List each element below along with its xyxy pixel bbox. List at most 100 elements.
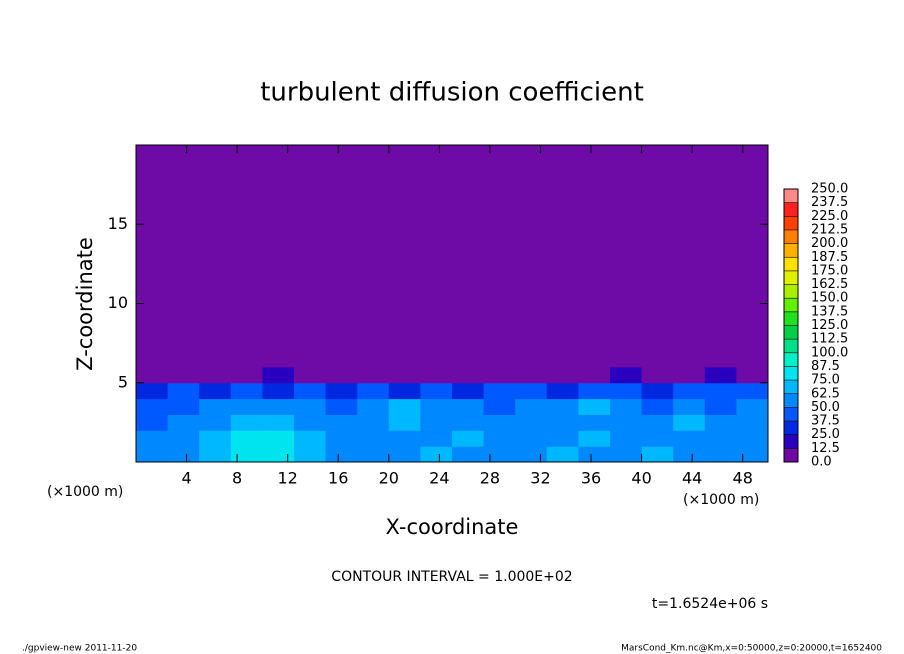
heat-cell: [515, 414, 548, 431]
heat-cell: [515, 145, 548, 368]
heat-cell: [673, 382, 706, 400]
heat-cell: [262, 446, 295, 463]
heat-cell: [546, 414, 579, 431]
heat-cell: [325, 414, 358, 431]
heat-cell: [641, 382, 674, 400]
x-tick-label: 44: [682, 469, 702, 488]
heat-cell: [294, 414, 327, 431]
y-axis-label: Z-coordinate: [73, 237, 97, 371]
x-tick-label: 12: [278, 469, 298, 488]
colorbar-swatch: [784, 325, 798, 340]
heat-cell: [262, 430, 295, 447]
heat-cell: [325, 398, 358, 415]
heat-cell: [294, 398, 327, 415]
heat-cell: [578, 430, 611, 447]
heat-cell: [704, 145, 737, 368]
heat-cell: [325, 366, 358, 384]
heat-cell: [483, 366, 516, 384]
colorbar-swatch: [784, 284, 798, 299]
heat-cell: [452, 446, 485, 463]
heat-cell: [736, 382, 769, 400]
heat-cell: [610, 446, 643, 463]
heat-cell: [673, 398, 706, 415]
heat-cell: [357, 414, 390, 431]
heat-cell: [357, 398, 390, 415]
heat-cell: [546, 366, 579, 384]
colorbar-label: 137.5: [811, 304, 848, 319]
heat-cell: [388, 398, 421, 415]
heat-cell: [420, 366, 453, 384]
colorbar-swatch: [784, 380, 798, 394]
heat-cell: [388, 446, 421, 463]
heat-cell: [610, 366, 643, 384]
heat-cell: [167, 382, 200, 400]
heat-cell: [136, 366, 169, 384]
heat-cell: [483, 382, 516, 400]
x-tick-label: 16: [328, 469, 348, 488]
heat-cell: [357, 382, 390, 400]
heat-cell: [515, 398, 548, 415]
heat-cell: [167, 446, 200, 463]
heat-cell: [388, 366, 421, 384]
heat-cell: [673, 366, 706, 384]
heat-cell: [546, 145, 579, 368]
heat-cell: [167, 430, 200, 447]
chart-title: turbulent diffusion coefficient: [260, 78, 644, 108]
heat-cell: [483, 446, 516, 463]
colorbar-label: 237.5: [811, 195, 848, 210]
heat-cell: [546, 446, 579, 463]
heat-cell: [610, 430, 643, 447]
heat-cell: [199, 366, 232, 384]
heat-cell: [704, 430, 737, 447]
heat-cell: [515, 430, 548, 447]
heat-cell: [357, 446, 390, 463]
heat-cell: [420, 398, 453, 415]
heat-cell: [136, 145, 169, 368]
x-tick-label: 8: [232, 469, 242, 488]
x-tick-label: 32: [530, 469, 550, 488]
heat-cell: [230, 398, 263, 415]
heat-cell: [515, 366, 548, 384]
heat-cell: [136, 430, 169, 447]
heat-cell: [736, 366, 769, 384]
heat-cell: [420, 414, 453, 431]
colorbar-label: 225.0: [811, 209, 848, 224]
colorbar-swatch: [784, 243, 798, 258]
heat-cell: [230, 382, 263, 400]
x-tick-label: 20: [379, 469, 399, 488]
colorbar-label: 87.5: [811, 359, 840, 374]
heat-cell: [704, 446, 737, 463]
heat-cell: [452, 366, 485, 384]
heat-cell: [420, 382, 453, 400]
x-tick-label: 28: [480, 469, 500, 488]
heat-cell: [294, 382, 327, 400]
x-tick-label: 40: [631, 469, 651, 488]
heat-cell: [199, 382, 232, 400]
heat-cell: [230, 446, 263, 463]
heat-cell: [357, 430, 390, 447]
heat-cell: [199, 414, 232, 431]
colorbar-swatch: [784, 257, 798, 271]
heat-cell: [736, 446, 769, 463]
colorbar-swatch: [784, 270, 798, 285]
colorbar-label: 37.5: [811, 414, 840, 429]
heat-cell: [452, 382, 485, 400]
heat-cell: [199, 145, 232, 368]
heat-cell: [388, 145, 421, 368]
heat-cell: [578, 366, 611, 384]
colorbar-swatch: [784, 448, 798, 462]
heat-cell: [199, 398, 232, 415]
heat-cell: [167, 414, 200, 431]
heat-cell: [483, 398, 516, 415]
heat-cell: [357, 366, 390, 384]
heat-cell: [736, 398, 769, 415]
heat-cell: [704, 382, 737, 400]
x-tick-label: 24: [429, 469, 449, 488]
heat-cell: [483, 145, 516, 368]
heat-cell: [673, 430, 706, 447]
heat-cell: [230, 414, 263, 431]
heat-cell: [483, 414, 516, 431]
x-tick-label: 48: [733, 469, 753, 488]
heat-cell: [294, 446, 327, 463]
